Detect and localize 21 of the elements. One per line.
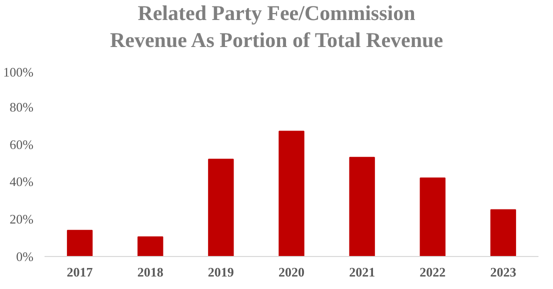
x-tick-label: 2018	[137, 264, 164, 280]
x-tick-label: 2022	[420, 264, 446, 280]
y-tick-label: 100%	[3, 64, 34, 80]
y-tick-label: 0%	[16, 249, 34, 264]
x-tick-label: 2019	[208, 264, 234, 280]
bar	[138, 236, 164, 256]
x-tick-label: 2021	[349, 264, 376, 280]
bar	[490, 209, 516, 256]
y-tick-label: 80%	[10, 99, 34, 114]
y-tick-label: 20%	[10, 212, 34, 227]
y-tick-label: 60%	[10, 136, 34, 152]
bar	[420, 177, 446, 256]
y-tick-label: 40%	[10, 174, 34, 190]
bar	[208, 158, 234, 256]
x-tick-label: 2020	[278, 264, 304, 280]
x-tick-label: 2023	[490, 264, 517, 280]
x-tick-label: 2017	[66, 264, 94, 280]
bar	[278, 130, 304, 256]
bar	[349, 156, 375, 256]
chart-title: Related Party Fee/Commission Revenue As Portion of Total Revenue	[110, 0, 444, 54]
bar	[66, 230, 93, 256]
